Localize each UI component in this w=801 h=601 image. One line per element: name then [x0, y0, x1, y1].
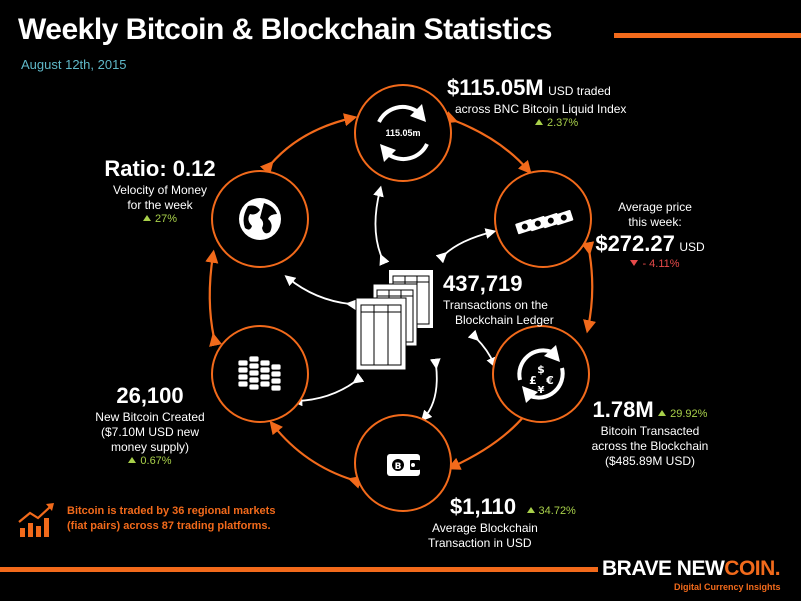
up-triangle-icon [526, 507, 535, 513]
transacted-desc-2: across the Blockchain [591, 438, 709, 453]
avg-tx-desc-2: Transaction in USD [428, 535, 532, 550]
connector-price-transacted [581, 241, 597, 334]
ratio-change: 27% [80, 213, 240, 227]
ratio-desc-2: for the week [127, 197, 193, 212]
connector-transacted-avgtx [447, 404, 536, 470]
banknotes-icon [515, 210, 574, 235]
stat-created: 26,100 New Bitcoin Created ($7.10M USD n… [70, 382, 230, 468]
connector-center-traded [373, 185, 390, 266]
traded-desc: across BNC Bitcoin Liquid Index [455, 101, 627, 116]
node-transacted [492, 325, 590, 423]
created-value: 26,100 [116, 383, 184, 408]
connector-center-avgtx [421, 358, 441, 422]
connector-avgtx-created [269, 420, 363, 489]
center-connectors [284, 185, 497, 422]
svg-text:$: $ [537, 363, 545, 376]
connector-traded-price [443, 111, 532, 175]
stat-avg-tx: $1,110 34.72% Average Blockchain Transac… [420, 493, 600, 551]
connector-center-price [435, 228, 497, 264]
avg-tx-desc-1: Average Blockchain [432, 520, 538, 535]
connector-center-created [291, 372, 365, 407]
node-created [211, 325, 309, 423]
brand-logo: BRAVE NEWCOIN. [602, 557, 781, 581]
transacted-desc-3: ($485.89M USD) [604, 453, 696, 468]
coin-stacks-icon [237, 355, 282, 392]
footer-note: Bitcoin is traded by 36 regional markets… [67, 505, 276, 532]
ledger-pages-icon [355, 270, 433, 371]
report-date: August 12th, 2015 [21, 57, 127, 72]
brand-name-b: COIN. [724, 557, 781, 580]
ratio-value: Ratio: 0.12 [104, 156, 216, 181]
traded-unit: USD traded [548, 84, 611, 98]
up-triangle-icon [128, 456, 137, 463]
up-triangle-icon [658, 410, 667, 416]
bottom-rule [0, 567, 598, 572]
created-desc-1: New Bitcoin Created [95, 409, 205, 424]
node-traded [354, 84, 452, 182]
currency-exchange-icon: $ £ € ¥ [517, 345, 565, 403]
transacted-change: 29.92% [658, 408, 707, 420]
ledger-value: 437,719 [443, 271, 523, 296]
price-desc-2: this week: [628, 215, 682, 229]
transacted-value: 1.78M [592, 397, 654, 422]
stat-ledger: 437,719 Transactions on the Blockchain L… [443, 270, 593, 328]
svg-text:£: £ [529, 374, 537, 387]
avg-tx-change: 34.72% [526, 505, 576, 517]
connector-center-ratio [284, 275, 357, 311]
connector-created-ratio [205, 249, 223, 347]
up-triangle-icon [142, 214, 151, 221]
price-value: $272.27 [595, 231, 675, 256]
price-change: - 4.11% [590, 258, 720, 272]
svg-text:¥: ¥ [538, 385, 545, 396]
traded-icon-label: 115.05m [385, 128, 420, 138]
price-unit: USD [679, 240, 705, 254]
wallet-icon: B [387, 454, 420, 476]
ring-connectors [205, 111, 597, 489]
ledger-desc-1: Transactions on the [443, 297, 548, 312]
circular-arrows-icon [377, 104, 429, 162]
connector-ratio-traded [259, 113, 358, 176]
stat-price: Average price this week: $272.27 USD - 4… [590, 200, 720, 271]
svg-text:€: € [545, 374, 554, 387]
ledger-desc-2: Blockchain Ledger [455, 312, 554, 327]
down-triangle-icon [630, 259, 639, 266]
title-rule [614, 33, 801, 38]
stat-transacted: 1.78M 29.92% Bitcoin Transacted across t… [570, 396, 730, 469]
growth-chart-icon [18, 503, 54, 537]
price-desc-1: Average price [618, 200, 692, 214]
stat-traded: $115.05M USD traded across BNC Bitcoin L… [447, 74, 647, 130]
connector-center-transacted [467, 329, 497, 369]
ratio-desc-1: Velocity of Money [112, 182, 208, 197]
up-triangle-icon [535, 118, 543, 125]
created-change: 0.67% [70, 455, 230, 469]
transacted-desc-1: Bitcoin Transacted [600, 423, 700, 438]
created-desc-3: money supply) [110, 439, 190, 454]
traded-change: 2.37% [535, 117, 647, 131]
brand-name-a: BRAVE NEW [602, 557, 725, 580]
avg-tx-value: $1,110 [450, 494, 517, 519]
stat-ratio: Ratio: 0.12 Velocity of Money for the we… [80, 155, 240, 226]
svg-text:B: B [395, 462, 402, 472]
page-title: Weekly Bitcoin & Blockchain Statistics [18, 13, 552, 46]
globe-icon [239, 198, 281, 240]
brand-tagline: Digital Currency Insights [674, 582, 781, 592]
created-desc-2: ($7.10M USD new [100, 424, 200, 439]
traded-value: $115.05M [447, 75, 544, 100]
